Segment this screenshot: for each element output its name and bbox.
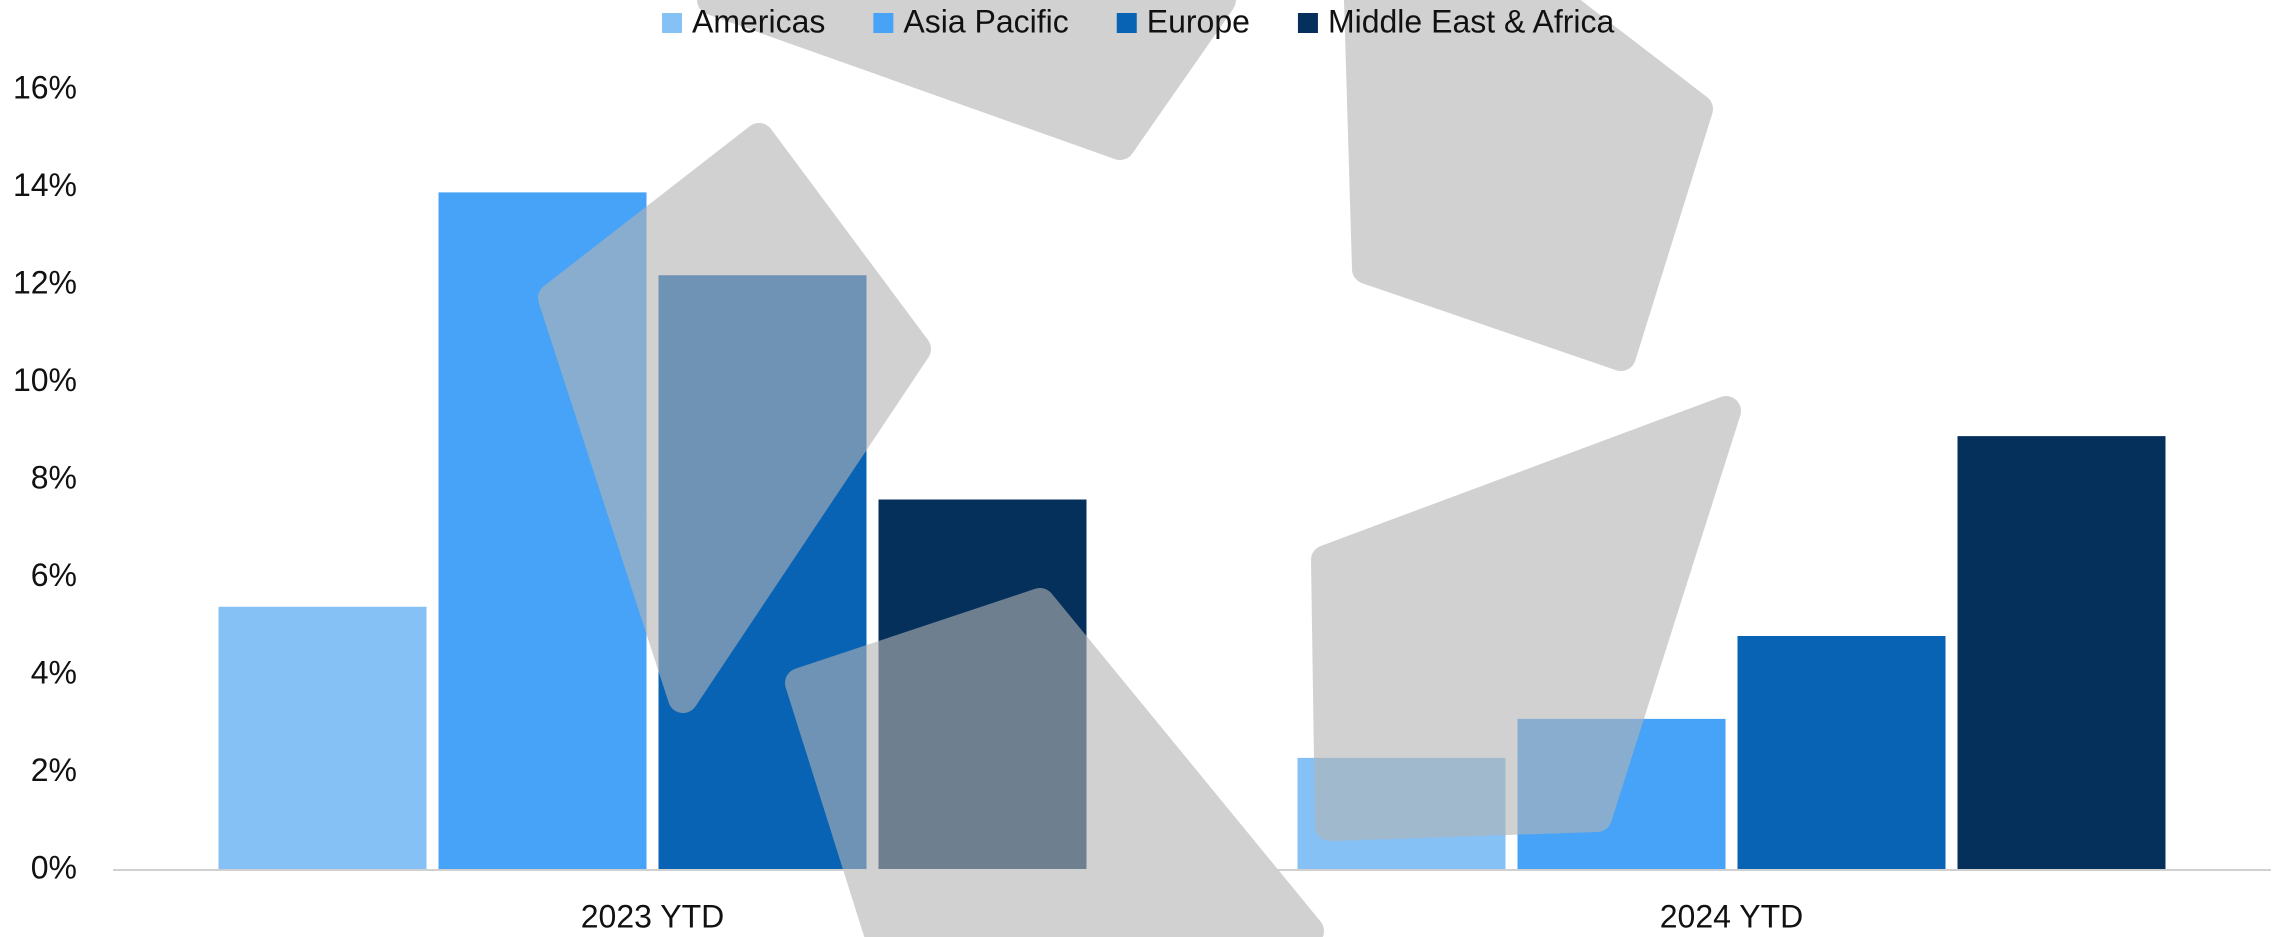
watermark-shape [538,123,931,713]
legend-label: Middle East & Africa [1328,3,1615,39]
y-tick-label: 4% [31,654,77,690]
bar [218,606,427,870]
y-tick-label: 2% [31,752,77,788]
legend-swatch [1116,13,1137,33]
legend-label: Europe [1147,3,1250,39]
y-tick-label: 0% [31,849,77,885]
bar [1737,636,1946,870]
watermark [538,0,1741,937]
y-tick-label: 6% [31,557,77,593]
y-tick-label: 8% [31,459,77,495]
legend-label: Asia Pacific [903,3,1068,39]
legend-swatch [662,13,682,33]
watermark-shape [785,588,1324,937]
legend-label: Americas [692,3,825,39]
y-tick-label: 12% [13,264,77,300]
x-tick-label: 2023 YTD [581,898,725,934]
y-tick-label: 16% [13,69,77,105]
legend-swatch [873,13,894,33]
x-tick-label: 2024 YTD [1660,898,1804,934]
watermark-shape [697,0,1236,160]
y-tick-label: 10% [13,362,77,398]
watermark-shape [1311,396,1741,841]
y-tick-label: 14% [13,167,77,203]
watermark-shape [1344,0,1713,371]
bar [1957,436,2166,870]
legend-swatch [1297,13,1318,33]
legend: Americas Asia Pacific Europe Middle East & … [662,3,1614,39]
